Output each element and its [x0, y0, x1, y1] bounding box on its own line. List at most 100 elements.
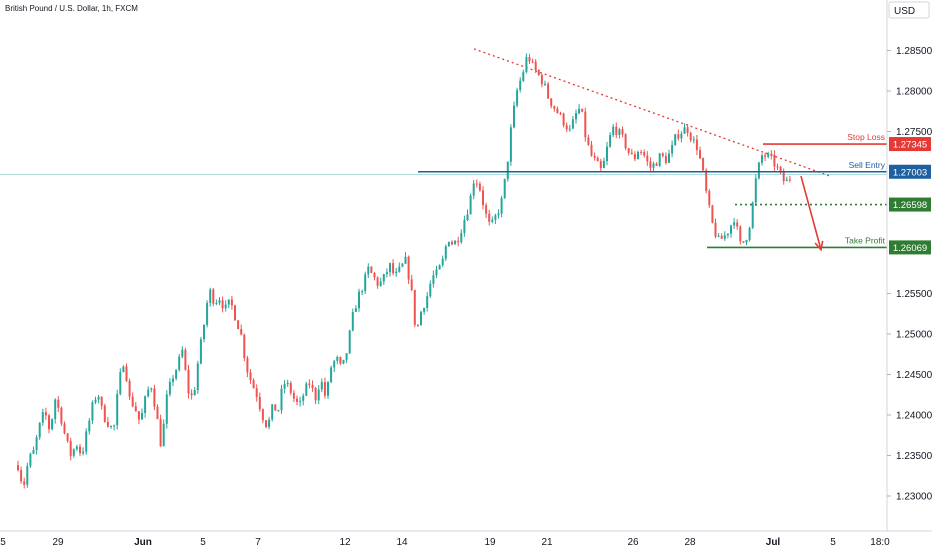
candle-body	[261, 409, 264, 421]
candle-body	[265, 420, 267, 427]
candle-body	[773, 154, 776, 167]
candle-body	[110, 426, 112, 428]
candle-body	[643, 152, 646, 156]
x-tick-label: 5	[0, 537, 6, 548]
candle-body	[63, 423, 66, 434]
candle-body	[754, 178, 757, 203]
candle-body	[686, 127, 689, 133]
candle-body	[593, 155, 596, 158]
candle-body	[212, 289, 215, 304]
candle-body	[175, 370, 178, 379]
candle-body	[385, 272, 388, 275]
x-tick-label: 5	[830, 537, 836, 548]
candle-body	[751, 202, 754, 228]
x-tick-label: 28	[684, 537, 696, 548]
candle-body	[494, 215, 497, 220]
candle-body	[668, 153, 670, 163]
candle-body	[311, 384, 314, 389]
arrow-shaft	[800, 175, 822, 250]
candle-body	[144, 396, 147, 414]
x-tick-label: 5	[200, 537, 206, 548]
candle-body	[364, 274, 367, 292]
take-profit-text: Take Profit	[845, 235, 886, 245]
candle-body	[283, 384, 286, 389]
candle-body	[695, 139, 698, 151]
candle-body	[252, 380, 255, 389]
candle-body	[640, 151, 643, 153]
candle-body	[106, 421, 109, 427]
arrow-head	[814, 240, 824, 252]
candle-body	[178, 356, 181, 371]
price-axis: USD	[0, 0, 932, 532]
x-tick-label: 18:0	[870, 537, 890, 548]
x-tick-label: 21	[541, 537, 553, 548]
candle-body	[730, 225, 732, 234]
levels-group: Stop Loss 1.27345 Sell Entry 1.27003 1.26598…	[418, 132, 931, 255]
candle-body	[255, 388, 258, 397]
candle-body	[333, 360, 336, 368]
candle-body	[196, 363, 199, 391]
candle-body	[699, 150, 701, 159]
candle-body	[159, 419, 162, 447]
sell-entry-text: Sell Entry	[849, 160, 886, 170]
candle-body	[122, 366, 125, 373]
candle-body	[271, 404, 274, 420]
candle-body	[141, 413, 143, 420]
candle-body	[736, 222, 739, 227]
candle-body	[72, 449, 75, 456]
candle-body	[373, 272, 376, 278]
candle-body	[544, 83, 546, 85]
candle-body	[165, 394, 168, 424]
candle-body	[674, 134, 677, 145]
candle-body	[172, 378, 174, 382]
candle-body	[609, 134, 612, 147]
candle-body	[367, 266, 370, 275]
candle-body	[345, 353, 348, 360]
candle-body	[621, 129, 624, 135]
candle-body	[683, 127, 686, 134]
x-tick-label: 29	[52, 537, 64, 548]
candle-body	[398, 266, 401, 272]
candle-body	[91, 402, 94, 421]
candle-body	[199, 339, 202, 364]
candle-body	[370, 266, 373, 273]
candle-body	[224, 304, 227, 309]
stop-loss-badge	[889, 137, 931, 152]
candle-body	[336, 357, 339, 361]
candle-body	[379, 281, 382, 286]
candle-body	[578, 108, 581, 114]
candle-body	[119, 372, 122, 395]
candle-body	[79, 446, 81, 454]
candle-body	[720, 235, 723, 239]
candle-body	[488, 213, 491, 222]
candle-body	[779, 166, 782, 173]
candle-body	[32, 450, 35, 454]
candle-body	[590, 144, 593, 156]
candle-body	[606, 146, 608, 161]
candle-body	[299, 400, 302, 402]
x-tick-label: 12	[339, 537, 351, 548]
candle-body	[612, 126, 615, 135]
candle-body	[348, 330, 351, 354]
candle-body	[708, 191, 711, 206]
candle-body	[17, 465, 19, 471]
candle-body	[581, 108, 584, 112]
candles-group	[17, 53, 791, 489]
candle-body	[506, 161, 509, 179]
candle-body	[302, 395, 305, 401]
candle-body	[274, 404, 277, 411]
candle-body	[652, 163, 655, 168]
candle-body	[389, 263, 391, 273]
take-profit-badge	[889, 240, 931, 255]
candle-body	[584, 111, 587, 138]
y-tick-label: 1.24000	[896, 411, 932, 422]
candle-body	[739, 226, 742, 242]
candle-body	[339, 357, 342, 364]
candle-body	[568, 128, 571, 130]
candle-body	[410, 279, 413, 290]
currency-box[interactable]	[888, 1, 930, 19]
candle-body	[85, 431, 88, 452]
candle-body	[407, 256, 410, 280]
candle-body	[134, 406, 137, 412]
